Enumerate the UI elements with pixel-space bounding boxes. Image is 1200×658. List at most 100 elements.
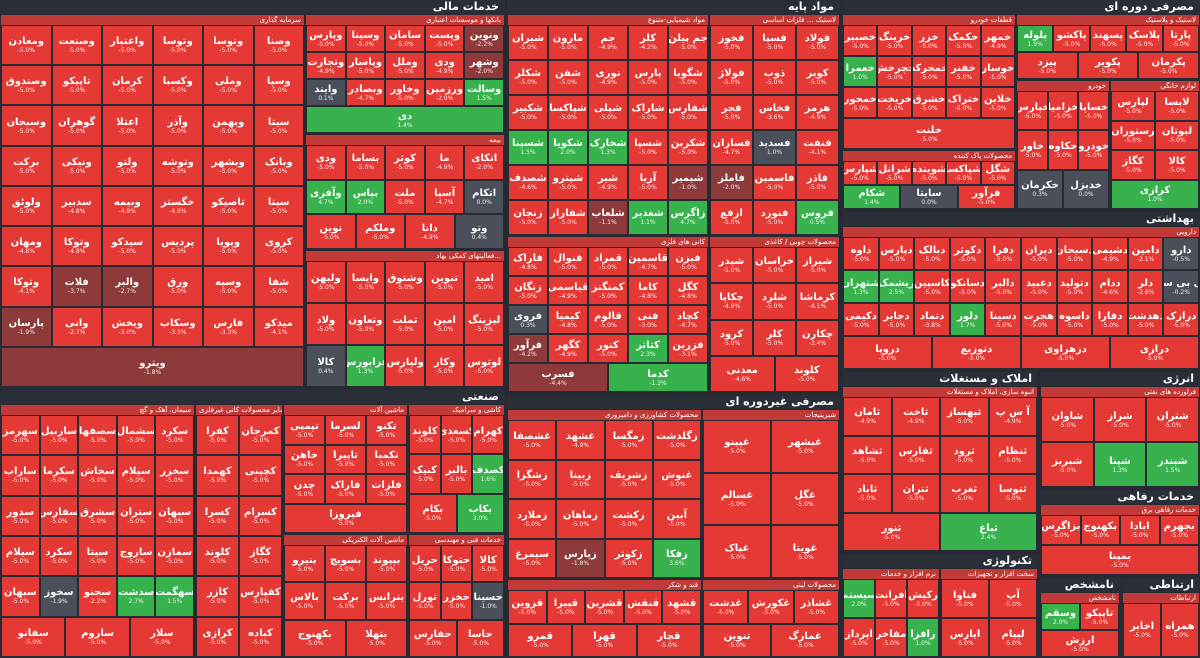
stock-tile[interactable]: ثباغ 2.4% xyxy=(940,512,1037,551)
stock-tile[interactable]: وپویا -5.0% xyxy=(203,226,254,267)
stock-tile[interactable]: سکرد -5.0% xyxy=(39,535,79,577)
stock-tile[interactable]: غمارگ -5.0% xyxy=(771,623,839,657)
stock-tile[interactable]: وشتوق -5.0% xyxy=(385,261,425,303)
stock-tile[interactable]: وبیمه -4.9% xyxy=(102,185,153,227)
stock-tile[interactable]: دعبید -5.0% xyxy=(1021,270,1057,303)
stock-tile[interactable]: فاسمین -5.0% xyxy=(753,165,796,200)
stock-tile[interactable]: وتو 0.4% xyxy=(454,214,504,249)
stock-tile[interactable]: کاما -4.8% xyxy=(628,276,668,305)
stock-tile[interactable]: فاذر -5.0% xyxy=(796,165,839,200)
stock-tile[interactable]: وصندوق -5.0% xyxy=(1,65,52,106)
stock-tile[interactable]: رستوران -5.0% xyxy=(1111,120,1155,150)
stock-tile[interactable]: شیراز -5.0% xyxy=(796,247,839,284)
stock-tile[interactable]: سهگمت 1.5% xyxy=(155,576,194,617)
stock-tile[interactable]: سیستم2.0% xyxy=(843,579,875,618)
stock-tile[interactable]: تاپیرا -5.0% xyxy=(325,444,366,474)
stock-tile[interactable]: شیدر -5.0% xyxy=(710,247,753,284)
stock-tile[interactable]: فسدید 1.0% xyxy=(753,130,796,165)
stock-tile[interactable]: شپنا 1.3% xyxy=(1093,442,1147,487)
industry-group-title[interactable]: سیمان، آهک و گچ xyxy=(1,405,194,415)
stock-tile[interactable]: فنورد -5.0% xyxy=(753,200,796,235)
stock-tile[interactable]: ودی -5.0% xyxy=(306,145,346,180)
stock-tile[interactable]: دانا -4.9% xyxy=(405,214,455,249)
stock-tile[interactable]: شپارس -5.0% xyxy=(843,161,878,185)
stock-tile[interactable]: پسهند -5.0% xyxy=(1089,25,1127,52)
stock-tile[interactable]: کگل -4.8% xyxy=(668,276,708,305)
stock-tile[interactable]: ثاخت -4.9% xyxy=(891,397,940,436)
stock-tile[interactable]: وتوکا -4.1% xyxy=(1,266,52,307)
stock-tile[interactable]: ثغرب -5.0% xyxy=(940,474,989,513)
stock-tile[interactable]: فجر -5.0% xyxy=(710,95,753,130)
stock-tile[interactable]: چکاپا -4.9% xyxy=(710,283,753,320)
stock-tile[interactable]: شپترو -5.0% xyxy=(548,165,588,200)
stock-tile[interactable]: خپارس-5.0% xyxy=(1017,91,1048,131)
stock-tile[interactable]: کگاز -5.0% xyxy=(1111,150,1155,180)
stock-tile[interactable]: اتکای -2.0% xyxy=(464,145,504,180)
stock-tile[interactable]: شبندر 1.5% xyxy=(1146,442,1199,487)
industry-group-title[interactable]: نامشخص xyxy=(1041,593,1119,603)
stock-tile[interactable]: شصدف -4.6% xyxy=(508,165,548,200)
stock-tile[interactable]: خچرخش-5.0% xyxy=(877,56,912,87)
sector-title[interactable]: املاک و مستغلات xyxy=(842,372,1038,386)
stock-tile[interactable]: زنگان -5.0% xyxy=(508,276,548,305)
stock-tile[interactable]: قهرا -5.0% xyxy=(572,623,637,657)
sector-title[interactable]: مصرفی غیردوره ای xyxy=(507,395,840,409)
stock-tile[interactable]: کلوند -5.0% xyxy=(774,355,839,392)
industry-group-title[interactable]: قند و شکر xyxy=(508,580,701,590)
stock-tile[interactable]: آریا -5.0% xyxy=(628,165,668,200)
stock-tile[interactable]: شیران -5.0% xyxy=(508,25,548,60)
stock-tile[interactable]: لپیام -5.0% xyxy=(989,618,1037,657)
stock-tile[interactable]: شاوان -5.0% xyxy=(1041,397,1094,442)
sector-title[interactable]: خدمات رفاهی xyxy=(1040,490,1200,504)
stock-tile[interactable]: پاکشو -5.0% xyxy=(1053,25,1090,52)
industry-group-title[interactable]: لوازم خانگی xyxy=(1111,81,1199,91)
sector-title[interactable]: انرژی xyxy=(1040,372,1200,386)
stock-tile[interactable]: درازک -5.0% xyxy=(1163,303,1199,336)
stock-tile[interactable]: وتوسا -5.0% xyxy=(152,25,203,66)
stock-tile[interactable]: وپارس -5.0% xyxy=(306,25,346,52)
stock-tile[interactable]: لابسا -5.0% xyxy=(1155,91,1199,121)
stock-tile[interactable]: خکاوه -5.0% xyxy=(1047,130,1079,170)
stock-tile[interactable]: خصبیر -5.0% xyxy=(843,25,878,56)
stock-tile[interactable]: غکورش -5.0% xyxy=(748,590,794,624)
stock-tile[interactable]: دجابر -5.0% xyxy=(878,303,915,336)
stock-tile[interactable]: تاصیکو -5.0% xyxy=(203,185,254,227)
stock-tile[interactable]: اپرداز -5.0% xyxy=(843,618,875,657)
stock-tile[interactable]: شتهران 1.3% xyxy=(843,270,879,303)
stock-tile[interactable]: تاپیکو -5.0% xyxy=(1080,603,1119,630)
stock-tile[interactable]: ابادا -5.0% xyxy=(1120,515,1160,545)
stock-tile[interactable]: سمازن -5.0% xyxy=(155,535,194,577)
stock-tile[interactable]: فاراک -4.8% xyxy=(508,247,548,276)
stock-tile[interactable]: ثاباد -5.0% xyxy=(843,474,892,513)
stock-tile[interactable]: کازر -5.0% xyxy=(196,576,239,617)
stock-tile[interactable]: غپاک -5.0% xyxy=(703,525,771,578)
stock-tile[interactable]: قچار -5.0% xyxy=(636,623,701,657)
stock-tile[interactable]: فروی 0.3% xyxy=(508,305,548,334)
stock-tile[interactable]: فنی -3.0% xyxy=(628,305,668,334)
stock-tile[interactable]: کصدف 1.6% xyxy=(472,454,504,494)
stock-tile[interactable]: وتوشه -5.0% xyxy=(152,145,203,186)
stock-tile[interactable]: بالاس -5.0% xyxy=(284,582,325,620)
stock-tile[interactable]: سبهان -5.0% xyxy=(1,576,40,617)
industry-group-title[interactable]: سایر محصولات کانی غیرفلزی xyxy=(196,405,282,415)
stock-tile[interactable]: شبریز -5.0% xyxy=(1041,442,1094,487)
stock-tile[interactable]: غویتا -5.0% xyxy=(771,525,839,578)
stock-tile[interactable]: فبزن -5.0% xyxy=(668,247,708,276)
stock-tile[interactable]: ثتران -5.0% xyxy=(891,474,940,513)
stock-tile[interactable]: پکرمان -5.0% xyxy=(1138,52,1199,79)
stock-tile[interactable]: دی 1.4% xyxy=(306,106,504,133)
stock-tile[interactable]: وبصادر -4.7% xyxy=(345,79,386,106)
industry-group-title[interactable]: نرم افزار و خدمات xyxy=(843,569,939,579)
stock-tile[interactable]: بپاس 2.0% xyxy=(345,179,386,215)
stock-tile[interactable]: فرآور -5.0% xyxy=(957,185,1015,209)
stock-tile[interactable]: دسانکو -5.0% xyxy=(949,270,986,303)
stock-tile[interactable]: چکارن -3.4% xyxy=(796,319,839,356)
stock-tile[interactable]: ودی -4.9% xyxy=(424,52,465,79)
stock-tile[interactable]: کهمدا -5.0% xyxy=(196,455,239,496)
stock-tile[interactable]: غبشهر -5.0% xyxy=(771,420,839,473)
stock-tile[interactable]: فاملز -2.0% xyxy=(710,165,753,200)
stock-tile[interactable]: حریل -5.0% xyxy=(409,545,441,583)
stock-tile[interactable]: شفا -5.0% xyxy=(253,266,304,307)
stock-tile[interactable]: کلوند -5.0% xyxy=(409,415,441,455)
stock-tile[interactable]: وخاور -5.0% xyxy=(385,79,425,106)
